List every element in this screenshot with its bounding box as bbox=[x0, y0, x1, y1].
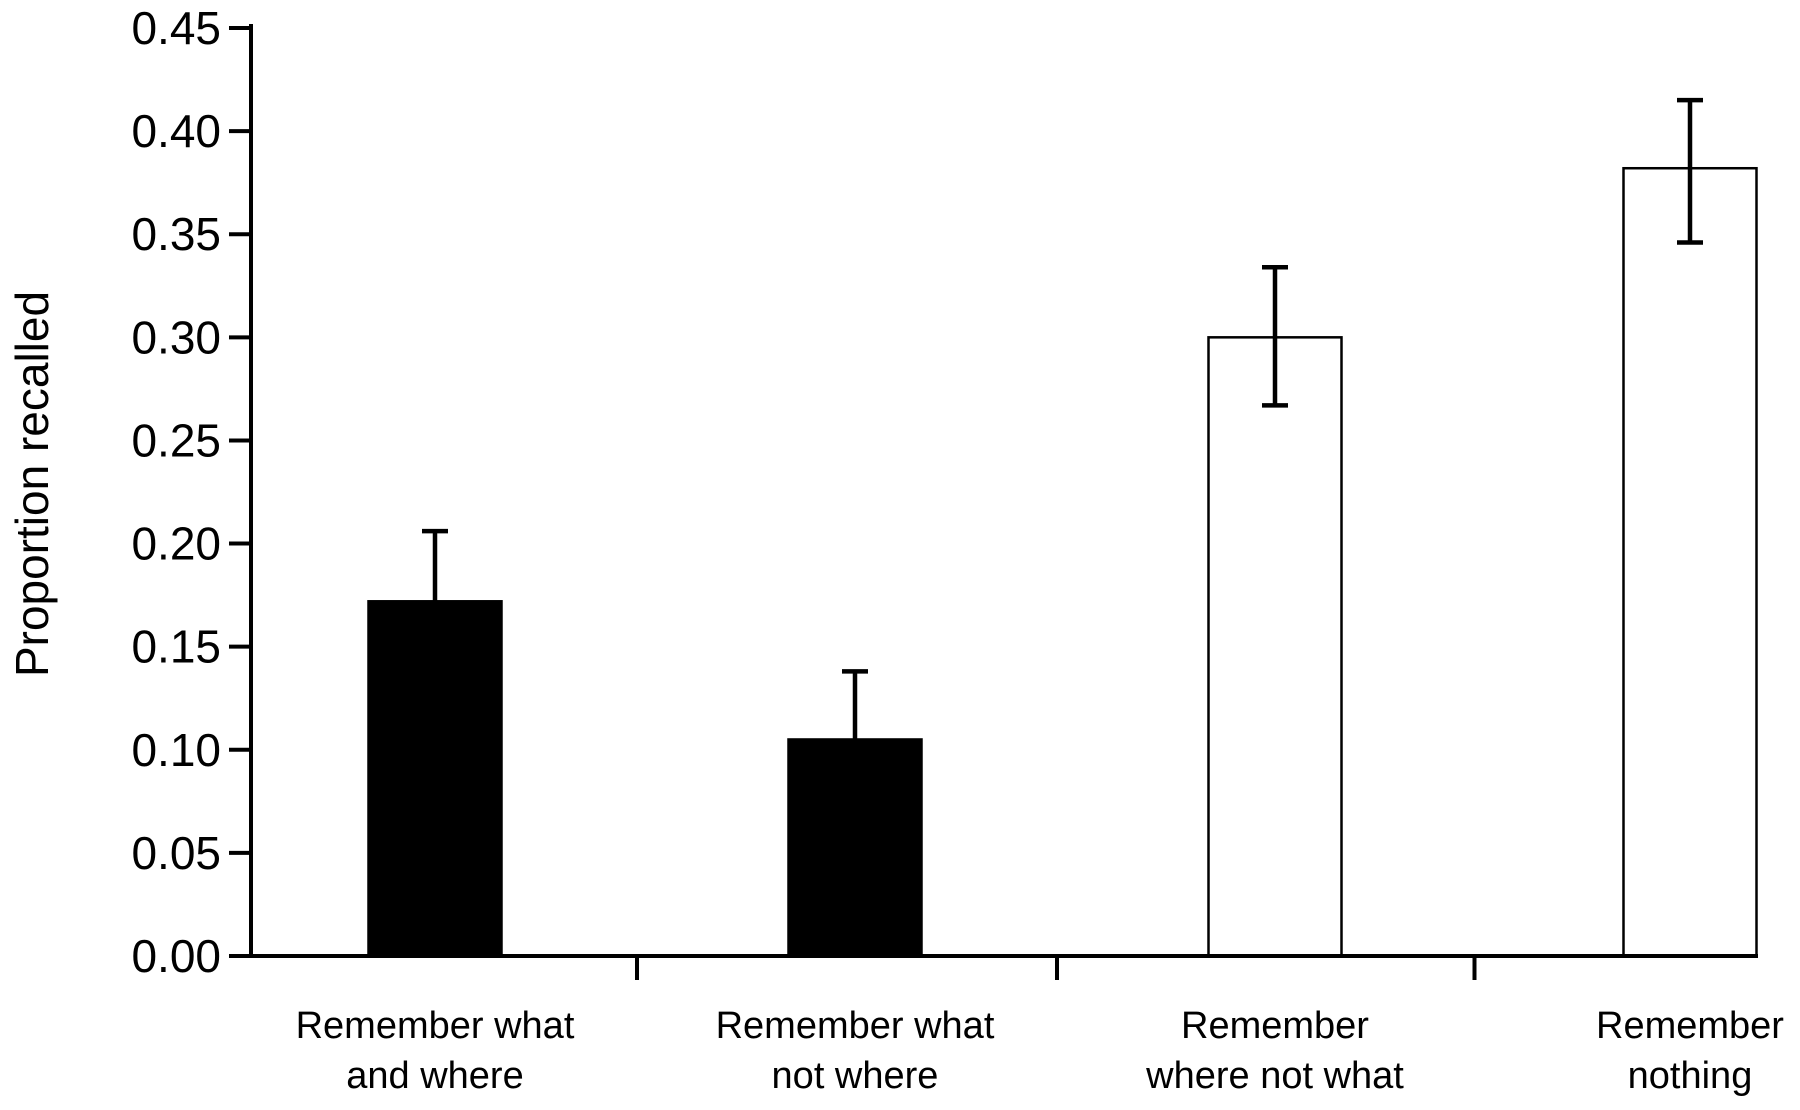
y-tick-label-0: 0.00 bbox=[131, 930, 221, 982]
y-tick-label-7: 0.35 bbox=[131, 208, 221, 260]
category-label-line: Remember bbox=[1181, 1005, 1369, 1047]
y-tick-label-1: 0.05 bbox=[131, 827, 221, 879]
category-label-line: not where bbox=[772, 1055, 939, 1097]
category-label-3: Remember nothing bbox=[1596, 1005, 1784, 1097]
bar-2 bbox=[1207, 336, 1343, 958]
category-labels-group: Remember what and where Remember what not w… bbox=[296, 1005, 1785, 1097]
category-label-2: Remember where not what bbox=[1145, 1005, 1404, 1097]
y-tick-label-9: 0.45 bbox=[131, 2, 221, 54]
bar-3 bbox=[1622, 166, 1758, 958]
y-ticks-group: 0.00 0.05 0.10 0.15 0.20 0.25 0.30 0.35 0.40 0.45 bbox=[131, 2, 251, 982]
bar-1 bbox=[787, 738, 923, 958]
category-label-line: Remember what bbox=[296, 1005, 575, 1047]
category-label-0: Remember what and where bbox=[296, 1005, 575, 1097]
category-label-line: where not what bbox=[1145, 1055, 1404, 1097]
category-label-line: and where bbox=[346, 1055, 523, 1097]
bar-0 bbox=[367, 600, 503, 958]
y-tick-label-6: 0.30 bbox=[131, 311, 221, 363]
x-ticks-group bbox=[635, 956, 1477, 980]
category-label-line: nothing bbox=[1628, 1055, 1753, 1097]
category-label-line: Remember bbox=[1596, 1005, 1784, 1047]
y-tick-label-2: 0.10 bbox=[131, 724, 221, 776]
y-tick-label-5: 0.25 bbox=[131, 414, 221, 466]
bars-group bbox=[367, 166, 1758, 958]
category-label-line: Remember what bbox=[716, 1005, 995, 1047]
y-tick-label-3: 0.15 bbox=[131, 621, 221, 673]
error-bars-group bbox=[422, 97, 1703, 740]
y-tick-label-4: 0.20 bbox=[131, 518, 221, 570]
category-label-1: Remember what not where bbox=[716, 1005, 995, 1097]
y-axis-title: Proportion recalled bbox=[6, 291, 58, 677]
y-tick-label-8: 0.40 bbox=[131, 105, 221, 157]
